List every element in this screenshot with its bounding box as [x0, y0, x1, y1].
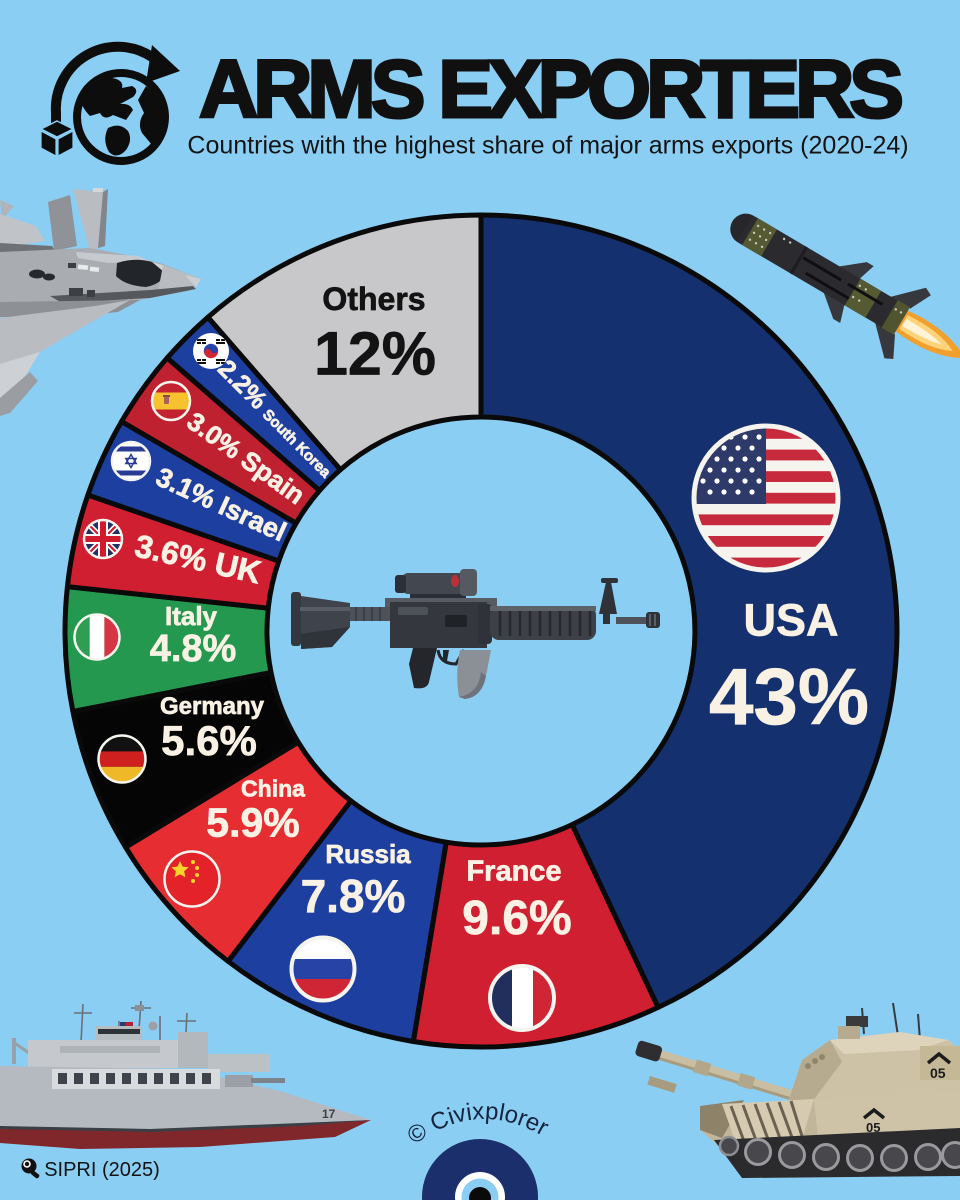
svg-text:05: 05: [930, 1065, 946, 1081]
svg-text:17: 17: [322, 1107, 336, 1121]
svg-text:05: 05: [866, 1120, 880, 1135]
